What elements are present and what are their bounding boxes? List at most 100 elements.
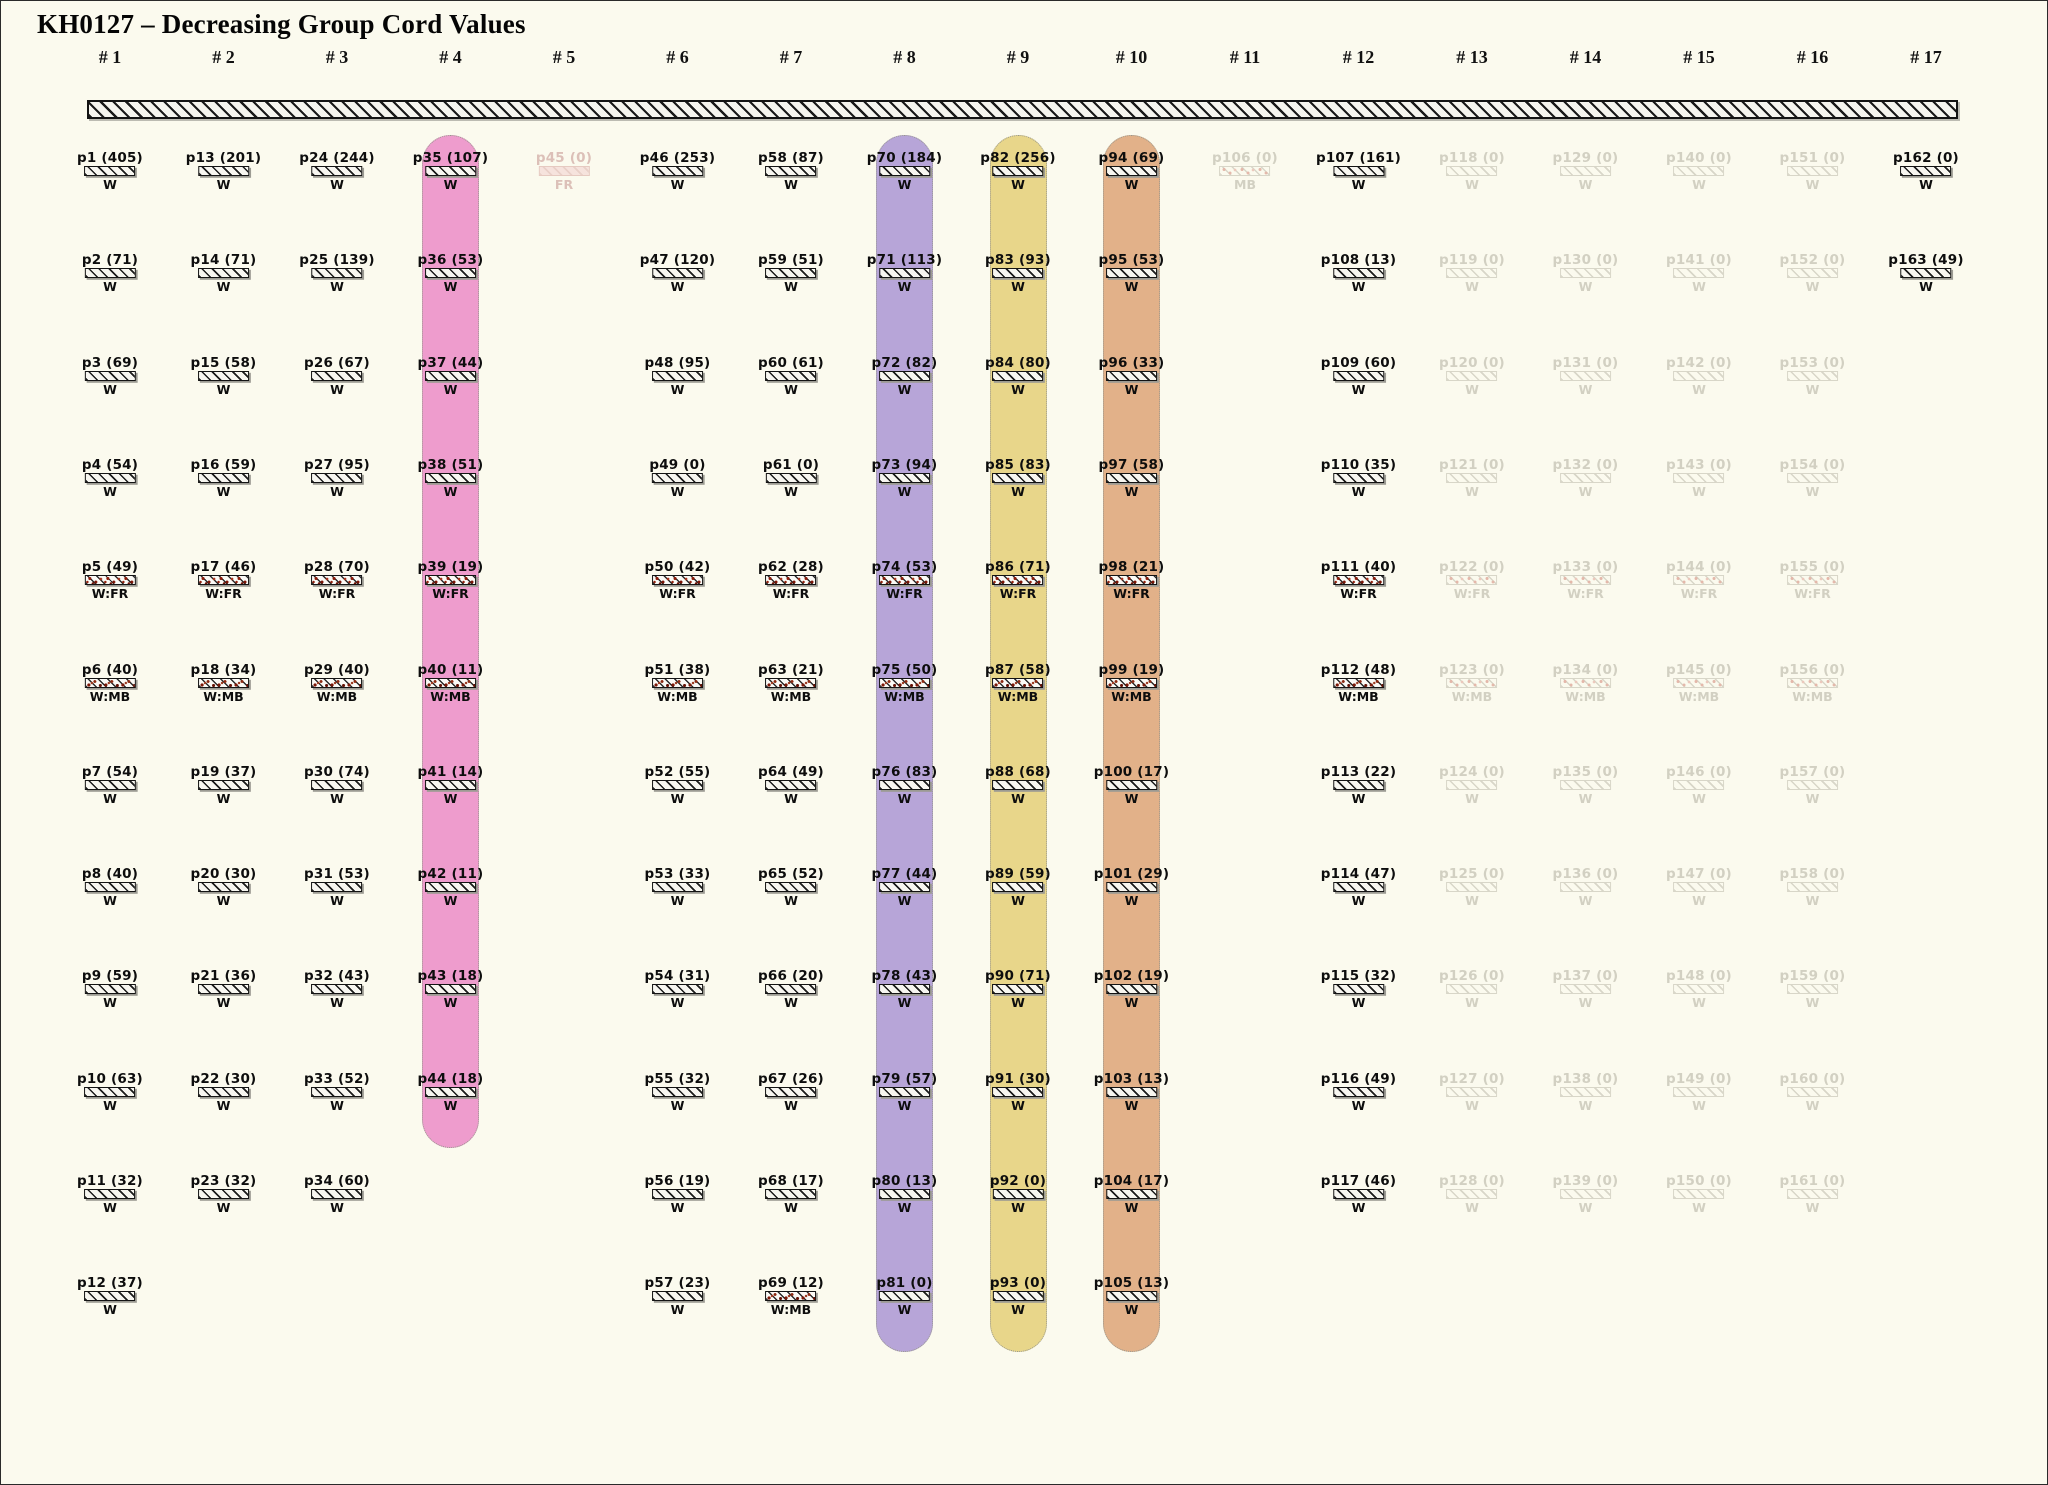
cord-label: p102 (19) — [1093, 968, 1170, 985]
cord-bar — [197, 779, 249, 790]
cord-bar — [992, 779, 1044, 790]
cord-label: p161 (0) — [1779, 1173, 1846, 1189]
cord-label: p93 (0) — [989, 1275, 1047, 1292]
cord-label: p116 (49) — [1320, 1070, 1397, 1087]
cord-tag: W:FR — [318, 586, 356, 602]
cord-bar — [1105, 166, 1157, 176]
cord-item: p127 (0) W — [1439, 1072, 1505, 1112]
cord-item: p84 (80) W — [985, 356, 1051, 396]
cord-item: p150 (0) W — [1666, 1174, 1732, 1214]
cord-tag: W — [330, 279, 344, 295]
cord-bar — [1786, 677, 1838, 688]
cord-tag: W — [670, 1302, 685, 1318]
cord-item: p78 (43) W — [872, 969, 938, 1009]
cord-tag: W — [1919, 279, 1933, 295]
cord-tag: W — [1805, 790, 1820, 806]
cord-item: p24 (244) W — [299, 151, 374, 191]
cord-item: p62 (28) W:FR — [758, 560, 824, 600]
cord-bar — [1332, 984, 1384, 995]
cord-item: p120 (0) W — [1439, 356, 1505, 396]
cord-label: p150 (0) — [1666, 1173, 1732, 1189]
cord-item: p145 (0) W:MB — [1666, 663, 1732, 703]
cord-item: p23 (32) W — [191, 1174, 257, 1214]
cord-bar — [765, 472, 817, 483]
cord-tag: W — [1011, 279, 1025, 295]
cord-label: p98 (21) — [1098, 559, 1165, 576]
cord-tag: W — [1351, 1200, 1366, 1215]
cord-tag: W — [1692, 279, 1706, 295]
cord-item: p71 (113) W — [867, 253, 942, 293]
cord-item: p17 (46) W:FR — [191, 560, 257, 600]
cord-item: p4 (54) W — [82, 458, 138, 498]
cord-tag: W:FR — [659, 586, 696, 602]
cord-label: p12 (37) — [77, 1275, 143, 1292]
cord-item: p149 (0) W — [1666, 1072, 1732, 1112]
column-header: # 14 — [1569, 47, 1602, 67]
cord-item: p97 (58) W — [1099, 458, 1165, 498]
cord-tag: W:MB — [657, 688, 698, 704]
cord-label: p82 (256) — [980, 150, 1056, 166]
cord-tag: W — [897, 381, 912, 397]
cord-tag: W — [1465, 483, 1479, 499]
cord-bar — [651, 984, 703, 995]
cord-label: p63 (21) — [758, 661, 824, 678]
cord-bar — [651, 268, 703, 279]
cord-label: p106 (0) — [1212, 150, 1278, 166]
cord-item: p10 (63) W — [77, 1072, 143, 1112]
cord-item: p161 (0) W — [1780, 1174, 1846, 1214]
cord-bar — [1559, 268, 1611, 279]
cord-item: p20 (30) W — [191, 867, 257, 907]
cord-label: p22 (30) — [190, 1070, 257, 1087]
cord-label: p43 (18) — [417, 968, 484, 985]
cord-tag: W — [1692, 995, 1706, 1011]
cord-tag: W — [443, 177, 458, 192]
cord-item: p92 (0) W — [990, 1174, 1046, 1214]
cord-item: p1 (405) W — [77, 151, 143, 191]
cord-bar — [992, 575, 1044, 586]
cord-label: p120 (0) — [1439, 354, 1505, 371]
cord-label: p87 (58) — [985, 661, 1051, 678]
cord-label: p1 (405) — [77, 150, 143, 166]
cord-tag: W — [443, 790, 458, 806]
cord-item: p36 (53) W — [418, 253, 484, 293]
cord-item: p107 (161) W — [1316, 151, 1401, 191]
cord-label: p14 (71) — [190, 252, 257, 269]
cord-tag: W — [1011, 1302, 1025, 1318]
cord-label: p50 (42) — [644, 559, 711, 576]
cord-label: p81 (0) — [876, 1275, 933, 1292]
cord-item: p129 (0) W — [1553, 151, 1619, 191]
cord-item: p130 (0) W — [1553, 253, 1619, 293]
cord-tag: W — [216, 381, 231, 397]
cord-label: p72 (82) — [871, 354, 938, 371]
cord-label: p151 (0) — [1779, 150, 1846, 166]
cord-bar — [84, 472, 136, 483]
cord-bar — [765, 1291, 817, 1302]
cord-tag: W — [1011, 995, 1025, 1011]
cord-bar — [1105, 1086, 1157, 1097]
cord-label: p36 (53) — [417, 252, 484, 269]
cord-tag: W — [1011, 1097, 1025, 1113]
cord-label: p110 (35) — [1320, 456, 1397, 473]
cord-tag: W:FR — [886, 586, 923, 602]
cord-item: p69 (12) W:MB — [758, 1276, 824, 1316]
cord-tag: W — [1692, 790, 1706, 806]
cord-bar — [1332, 166, 1384, 176]
cord-tag: W — [1011, 893, 1025, 909]
cord-label: p149 (0) — [1666, 1070, 1732, 1087]
cord-label: p160 (0) — [1779, 1070, 1846, 1087]
cord-label: p163 (49) — [1888, 252, 1964, 269]
cord-tag: W — [1124, 279, 1139, 295]
cord-bar — [197, 677, 249, 688]
cord-item: p49 (0) W — [649, 458, 705, 498]
cord-bar — [1446, 268, 1498, 279]
cord-bar — [651, 677, 703, 688]
cord-label: p54 (31) — [644, 968, 711, 985]
group-highlight — [1103, 135, 1160, 1353]
column-header: # 8 — [893, 47, 916, 67]
cord-tag: W — [1124, 1302, 1139, 1318]
cord-label: p34 (60) — [304, 1173, 370, 1189]
cord-label: p127 (0) — [1439, 1070, 1505, 1087]
cord-item: p25 (139) W — [299, 253, 374, 293]
cord-label: p29 (40) — [304, 661, 370, 678]
cord-item: p21 (36) W — [191, 969, 257, 1009]
